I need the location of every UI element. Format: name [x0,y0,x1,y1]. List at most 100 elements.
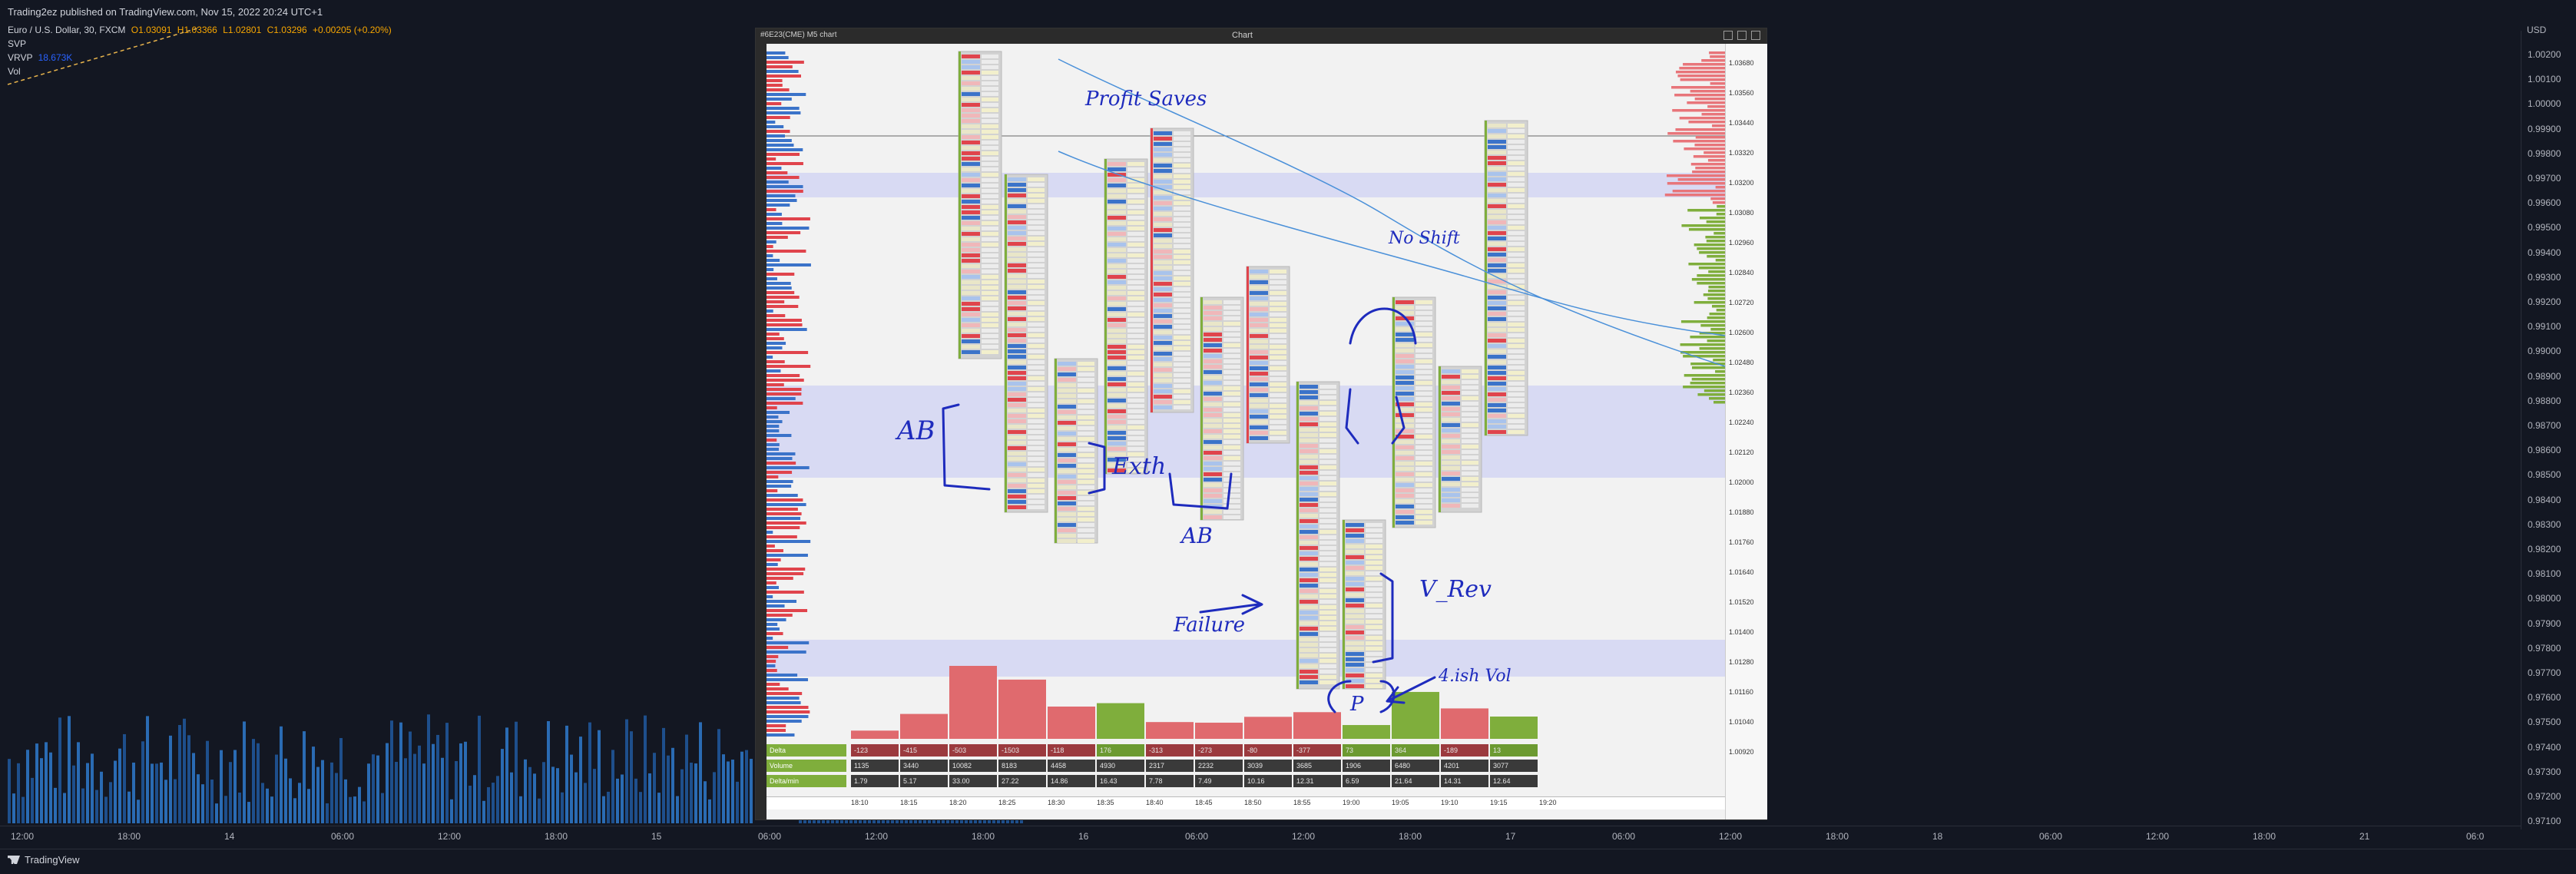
footprint-chart[interactable]: Profit Saves No Shift AB Exth AB Failure… [767,44,1725,743]
profile-bar [1716,309,1725,312]
price-axis-label: 0.97400 [2528,741,2561,753]
cluster-cell [982,270,998,273]
cluster-cell [1008,435,1026,439]
profile-bar [767,305,799,308]
cluster-cell [982,103,998,107]
cluster-volume-bar [1392,691,1439,739]
cluster-cell [982,60,998,64]
footprint-cluster[interactable] [1004,174,1048,513]
cluster-cell [1108,296,1126,300]
maximize-icon[interactable] [1737,31,1747,40]
window-symbol-bar[interactable]: #6E23(CME) M5 chart [760,31,837,39]
vol-legend-row[interactable]: Vol [8,65,392,78]
cluster-cell [982,216,998,220]
cluster-cell [1058,518,1076,521]
volume-bar [1006,819,1009,823]
cluster-cell [1108,447,1126,451]
cluster-cell [1396,440,1414,444]
vrvp-value: 18.673K [38,52,73,63]
cluster-cell [962,323,980,327]
cluster-cell [1319,616,1336,620]
volume-bar [210,779,214,823]
symbol-legend-row[interactable]: Euro / U.S. Dollar, 30, FXCM O1.03091 H1… [8,23,392,37]
cluster-cell [1174,363,1190,366]
curve-top [1349,307,1417,345]
time-axis-label: 18 [1932,831,1943,842]
svp-legend-row[interactable]: SVP [8,37,392,51]
cluster-cell [1078,378,1094,382]
cluster-cell [1319,654,1336,657]
cluster-cell [1204,429,1222,433]
volume-bar [450,799,453,823]
cluster-cell [1250,296,1268,300]
cluster-cell [962,130,980,134]
cluster-cell [1250,307,1268,311]
volume-bar [478,715,481,823]
cluster-cell [1396,333,1414,336]
stats-row-label: Delta/min [767,775,846,787]
brand[interactable]: TradingView [8,854,80,866]
cluster-cell [1366,657,1382,661]
price-axis-label: 1.00100 [2528,74,2561,85]
cluster-cell [1462,396,1478,400]
cluster-cell [1008,392,1026,396]
cluster-cell [1008,237,1026,240]
cluster-cell [1346,652,1364,656]
cluster-cell [1442,461,1460,465]
close-icon[interactable] [1751,31,1760,40]
cluster-cell [1204,327,1222,331]
cluster-cell [1108,302,1126,306]
cluster-cell [1346,545,1364,548]
cluster-cell [1462,402,1478,406]
cluster-cell [1270,318,1286,322]
cluster-cell [1415,327,1432,331]
profile-bar [767,701,801,704]
profile-bar [767,213,782,216]
cluster-cell [1300,541,1318,545]
cluster-cell [1300,535,1318,539]
cluster-cell [1250,425,1268,429]
window-time-label: 19:05 [1392,799,1409,806]
profile-bar [1672,190,1725,193]
cluster-cell [1028,387,1045,391]
profile-bar [767,310,773,313]
cluster-cell [1508,382,1525,386]
window-side-toolbar[interactable] [756,44,767,819]
dashed-trendline[interactable] [7,27,200,85]
cluster-cell [1415,386,1432,390]
window-price-axis[interactable]: 1.03680 1.03560 1.03440 1.03320 1.03200 1.030… [1725,44,1767,819]
vrvp-legend-row[interactable]: VRVP 18.673K [8,51,392,65]
profile-bar [767,577,793,580]
time-axis-label: 12:00 [438,831,462,842]
cluster-cell [1058,475,1076,478]
cluster-cell [1250,409,1268,413]
cluster-cell [1488,360,1506,364]
price-axis[interactable]: 1.00200 1.00100 1.00000 0.99900 0.99800 0.997… [2521,31,2576,829]
time-axis-label: 12:00 [2146,831,2170,842]
main-chart-canvas[interactable] [0,0,2521,826]
volume-bars [8,714,1023,823]
minimize-icon[interactable] [1723,31,1733,40]
cluster-volume-bar [1195,722,1243,739]
cluster-cell [1108,345,1126,349]
volume-bar [298,783,301,823]
window-time-axis[interactable]: 18:10 18:15 18:20 18:25 18:30 18:35 18:40 18:45… [767,796,1725,809]
cluster-cell [962,275,980,279]
price-axis-label: 0.97500 [2528,717,2561,728]
cluster-cell [1396,397,1414,401]
profile-bar [767,167,782,170]
cluster-cell [1366,674,1382,677]
cluster-cell [1346,561,1364,564]
stats-cell: -415 [900,744,948,756]
price-axis-label: 0.99300 [2528,271,2561,283]
profile-bar [1709,313,1725,316]
cluster-cell [1462,386,1478,389]
time-axis[interactable]: 12:00 18:00 14 06:00 12:00 18:00 15 06:00 12:00 1… [0,826,2521,849]
cluster-cell [1058,437,1076,441]
cluster-cell [1108,404,1126,408]
cluster-cell [1078,432,1094,435]
cluster-cell [1488,253,1506,257]
cluster-cell [1058,491,1076,495]
cluster-cell [1127,361,1144,365]
profile-bar [1707,159,1725,162]
